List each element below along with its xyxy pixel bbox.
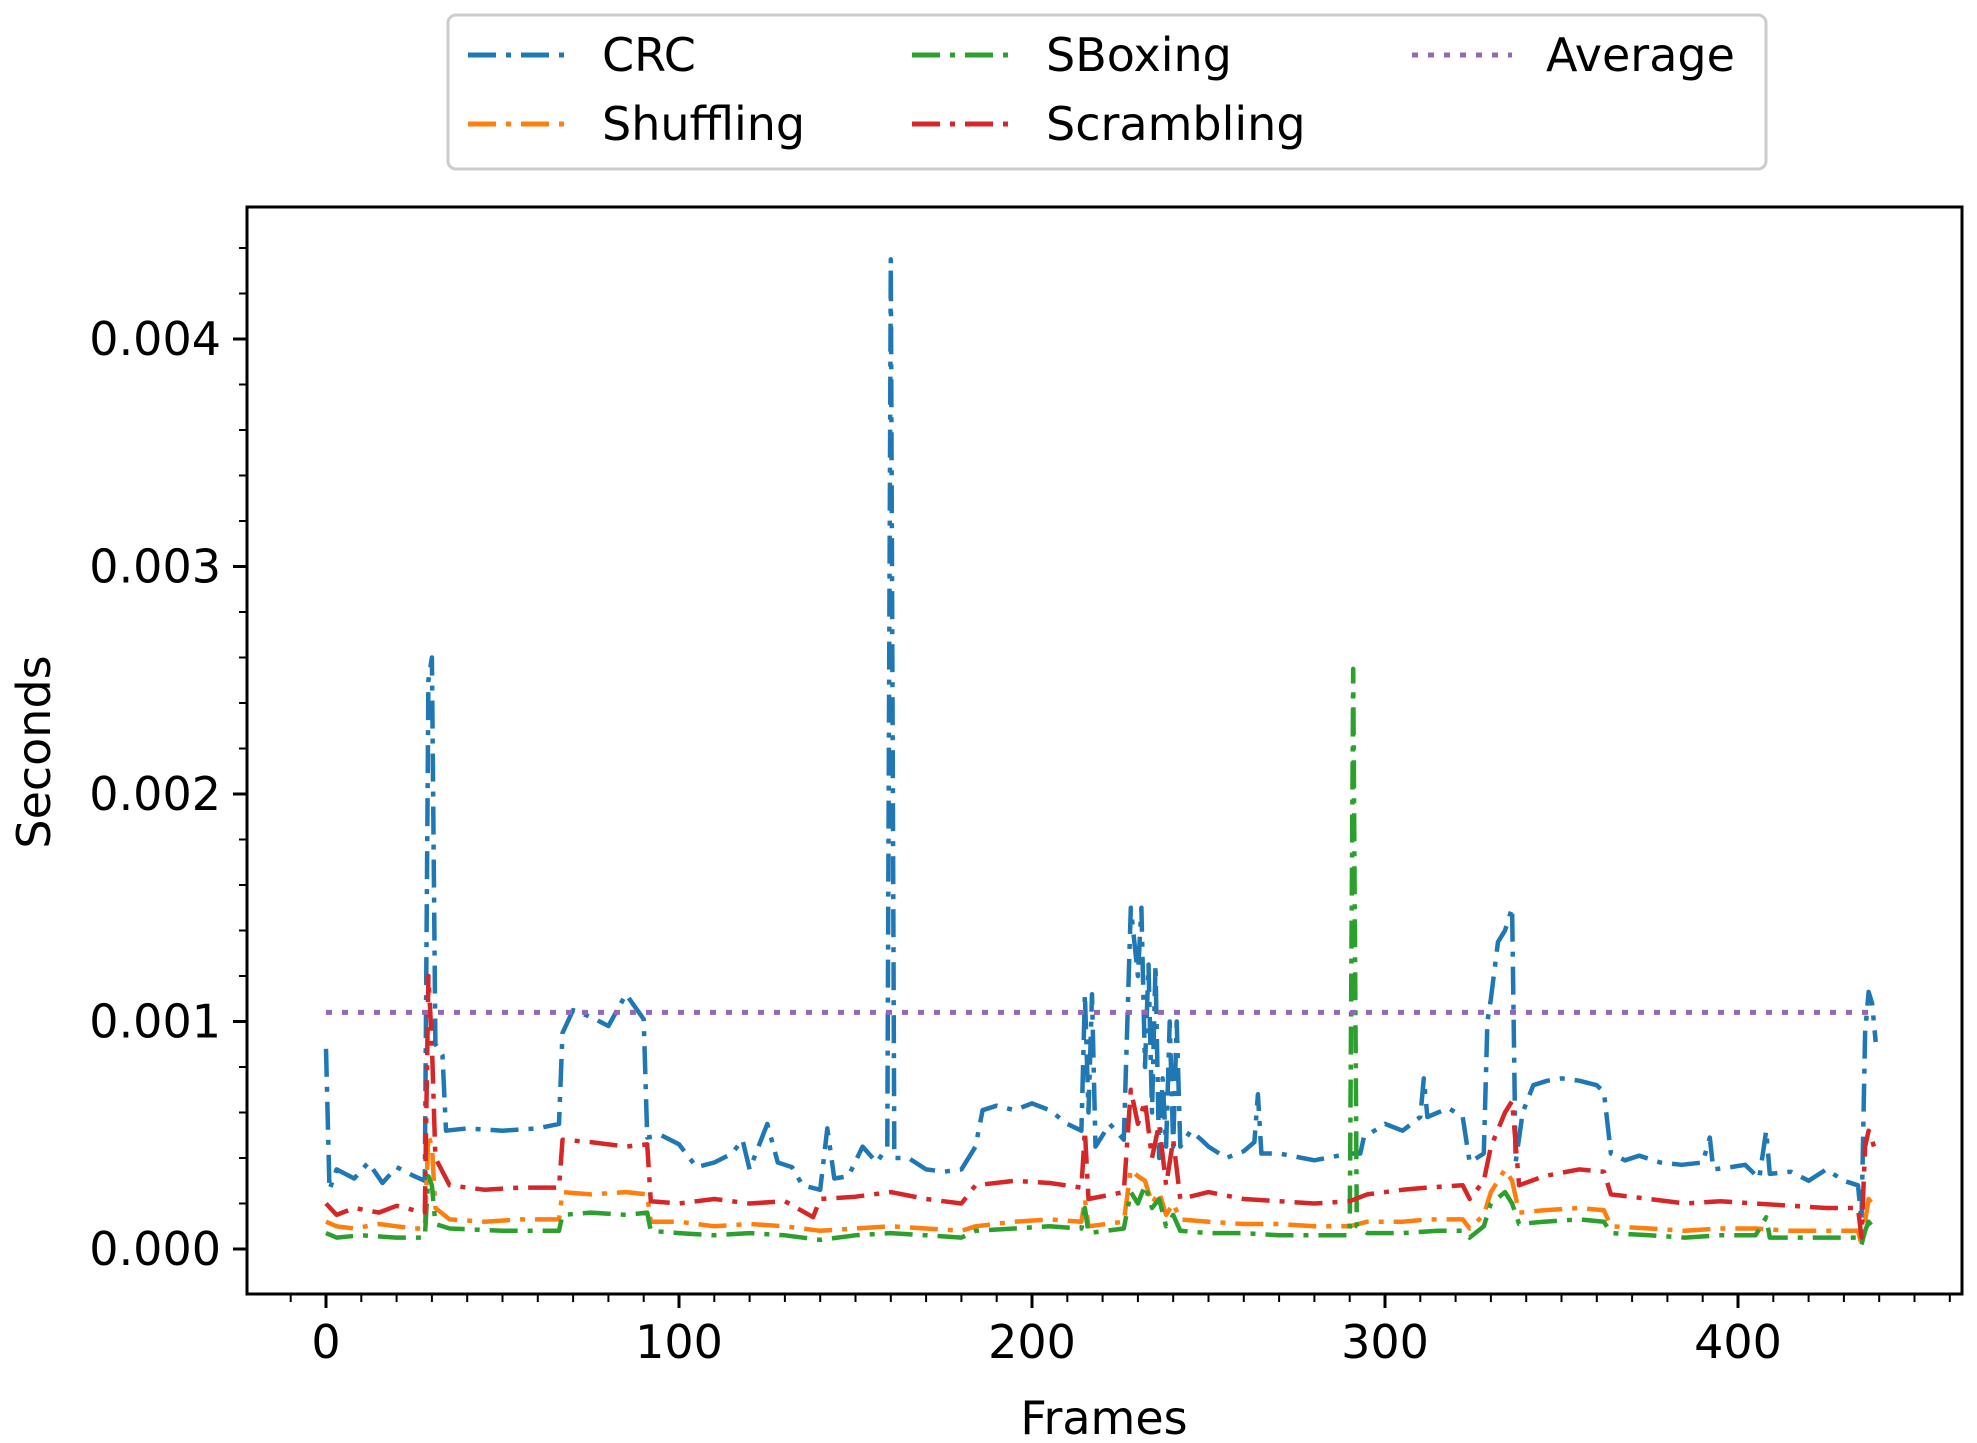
x-tick-label: 300 <box>1341 1315 1429 1369</box>
legend-entry-scrambling: Scrambling <box>912 97 1306 151</box>
y-tick-label: 0.001 <box>89 995 221 1049</box>
x-axis: 0 100 200 300 400 <box>289 1294 1951 1369</box>
legend-label-average: Average <box>1546 28 1735 82</box>
legend-entry-average: Average <box>1412 28 1735 82</box>
y-axis: 0.000 0.001 0.002 0.003 0.004 <box>89 247 247 1276</box>
legend-label-shuffling: Shuffling <box>602 97 805 151</box>
x-tick-label: 400 <box>1694 1315 1782 1369</box>
series-line-shuffling <box>325 1133 1878 1247</box>
x-tick-label: 0 <box>311 1315 340 1369</box>
plot-frame <box>245 205 1964 1296</box>
x-axis-title: Frames <box>1020 1391 1187 1443</box>
x-tick-label: 100 <box>635 1315 723 1369</box>
legend-entry-sboxing: SBoxing <box>912 28 1232 82</box>
y-tick-label: 0.004 <box>89 312 221 366</box>
legend-entry-crc: CRC <box>468 28 696 82</box>
x-tick-label: 200 <box>988 1315 1076 1369</box>
legend: CRC SBoxing Average Shuffling Scrambling <box>446 13 1768 171</box>
legend-label-scrambling: Scrambling <box>1046 97 1306 151</box>
series-line-crc <box>323 257 1878 1224</box>
y-tick-label: 0.002 <box>89 767 221 821</box>
y-tick-label: 0.003 <box>89 540 221 594</box>
legend-label-sboxing: SBoxing <box>1046 28 1232 82</box>
series-line-sboxing <box>325 666 1878 1247</box>
y-tick-label: 0.000 <box>89 1222 221 1276</box>
legend-entry-shuffling: Shuffling <box>468 97 805 151</box>
series-line-scrambling <box>324 973 1878 1240</box>
y-axis-title: Seconds <box>7 655 61 848</box>
legend-label-crc: CRC <box>602 28 696 82</box>
series-layer <box>323 257 1878 1247</box>
legend-frame <box>446 13 1768 171</box>
